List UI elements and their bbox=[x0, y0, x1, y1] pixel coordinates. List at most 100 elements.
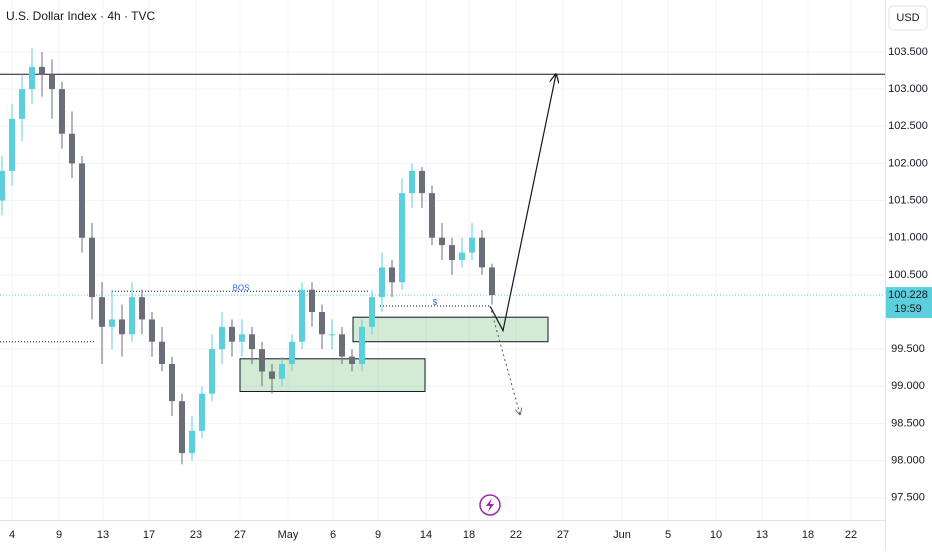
candle-body bbox=[59, 89, 65, 134]
candle-body bbox=[379, 267, 385, 298]
candle-body bbox=[279, 364, 285, 379]
candle-body bbox=[419, 170, 425, 194]
candle-body bbox=[109, 319, 115, 327]
candle-body bbox=[179, 401, 185, 454]
candle-body bbox=[439, 237, 445, 246]
x-tick-label: 27 bbox=[234, 529, 246, 541]
candle-body bbox=[29, 66, 35, 90]
candle-body bbox=[249, 334, 255, 350]
liquidity-label: $ bbox=[433, 298, 438, 307]
candle-body bbox=[129, 297, 135, 335]
candle-body bbox=[399, 193, 405, 283]
x-tick-label: May bbox=[278, 529, 299, 541]
y-tick-label: 100.500 bbox=[888, 269, 928, 281]
y-tick-label: 102.000 bbox=[888, 157, 928, 169]
alert-icon[interactable] bbox=[479, 494, 501, 516]
candle-body bbox=[489, 267, 495, 296]
candle-body bbox=[269, 371, 275, 379]
candle-body bbox=[79, 163, 85, 238]
y-tick-label: 98.000 bbox=[891, 454, 925, 466]
x-tick-label: 14 bbox=[420, 529, 432, 541]
candle-body bbox=[169, 364, 175, 402]
y-tick-label: 103.000 bbox=[888, 83, 928, 95]
axes: 103.500 103.000 102.500 102.000 101.500 101.0… bbox=[9, 46, 932, 541]
x-tick-label: 27 bbox=[557, 529, 569, 541]
candle-body bbox=[69, 133, 75, 164]
x-tick-label: 18 bbox=[802, 529, 814, 541]
alternative-path bbox=[489, 305, 520, 414]
candle-body bbox=[339, 334, 345, 357]
candles bbox=[0, 48, 495, 465]
demand-zone bbox=[352, 316, 549, 343]
candle-body bbox=[209, 349, 215, 394]
candle-body bbox=[319, 312, 325, 335]
candle-body bbox=[189, 430, 195, 454]
candle-body bbox=[119, 319, 125, 335]
x-tick-label: 6 bbox=[330, 529, 336, 541]
candle-body bbox=[459, 252, 465, 260]
x-tick-label: 5 bbox=[665, 529, 671, 541]
candle-body bbox=[39, 66, 45, 75]
drawings bbox=[0, 73, 885, 392]
last-price-box bbox=[886, 287, 932, 319]
y-tick-label: 103.500 bbox=[888, 46, 928, 58]
candle-body bbox=[89, 237, 95, 298]
y-tick-label: 98.500 bbox=[891, 417, 925, 429]
x-tick-label: 13 bbox=[97, 529, 109, 541]
countdown-label: 19:59 bbox=[894, 303, 922, 315]
x-tick-label: 22 bbox=[845, 529, 857, 541]
candle-body bbox=[99, 297, 105, 327]
x-tick-label: 22 bbox=[510, 529, 522, 541]
currency-label[interactable]: USD bbox=[896, 12, 919, 24]
x-tick-label: 10 bbox=[710, 529, 722, 541]
y-tick-label: 99.000 bbox=[891, 380, 925, 392]
candle-body bbox=[479, 237, 485, 268]
y-tick-label: 102.500 bbox=[888, 120, 928, 132]
candle-body bbox=[409, 170, 415, 194]
candle-body bbox=[369, 297, 375, 327]
y-tick-label: 97.500 bbox=[891, 492, 925, 504]
demand-zone bbox=[239, 358, 426, 392]
candle-body bbox=[359, 326, 365, 364]
candle-body bbox=[19, 89, 25, 119]
y-tick-label: 101.500 bbox=[888, 194, 928, 206]
x-tick-label: 4 bbox=[9, 529, 15, 541]
drawings: BOS $ bbox=[233, 74, 556, 414]
x-tick-label: 13 bbox=[756, 529, 768, 541]
bos-label: BOS bbox=[233, 283, 250, 292]
x-tick-label: 17 bbox=[143, 529, 155, 541]
candle-body bbox=[259, 349, 265, 372]
candle-body bbox=[149, 319, 155, 342]
candle-body bbox=[299, 289, 305, 342]
candle-body bbox=[199, 393, 205, 431]
y-tick-label: 101.000 bbox=[888, 232, 928, 244]
x-tick-label: 23 bbox=[190, 529, 202, 541]
candle-body bbox=[329, 334, 335, 336]
x-tick-label: 9 bbox=[375, 529, 381, 541]
chart-title: U.S. Dollar Index · 4h · TVC bbox=[6, 9, 155, 23]
candle-body bbox=[469, 237, 475, 253]
projection-path bbox=[489, 74, 556, 333]
candle-body bbox=[49, 74, 55, 90]
candle-body bbox=[389, 267, 395, 283]
candle-body bbox=[9, 118, 15, 171]
x-tick-label: 9 bbox=[56, 529, 62, 541]
y-tick-label: 99.500 bbox=[891, 343, 925, 355]
candle-body bbox=[349, 356, 355, 364]
candle-body bbox=[139, 297, 145, 320]
candle-body bbox=[309, 289, 315, 312]
candle-body bbox=[0, 170, 5, 201]
last-price-label: 100.228 bbox=[888, 289, 928, 301]
candle-body bbox=[429, 193, 435, 238]
grid bbox=[0, 0, 885, 520]
currency-button[interactable] bbox=[888, 5, 928, 31]
x-tick-label: Jun bbox=[613, 529, 631, 541]
candle-body bbox=[229, 326, 235, 342]
x-tick-label: 18 bbox=[463, 529, 475, 541]
candle-body bbox=[159, 341, 165, 364]
candle-body bbox=[289, 341, 295, 364]
candle-body bbox=[219, 326, 225, 350]
candle-body bbox=[449, 245, 455, 260]
candle-body bbox=[239, 334, 245, 342]
